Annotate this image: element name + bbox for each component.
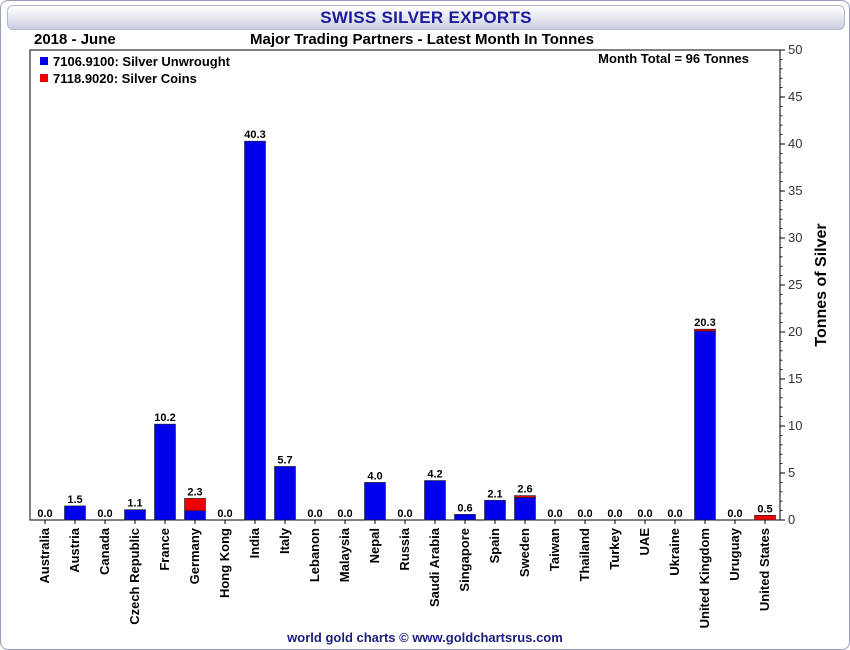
x-axis: Australia Austria Canada Czech Republic Fran…	[37, 520, 772, 628]
value-label-turkey: 0.0	[607, 508, 622, 520]
value-label-canada: 0.0	[97, 508, 112, 520]
bar-czech-republic-unwrought	[124, 509, 146, 521]
y-tick-label-40: 40	[788, 136, 802, 151]
chart-title: SWISS SILVER EXPORTS	[320, 8, 532, 27]
value-label-united-kingdom: 20.3	[694, 317, 715, 329]
x-tick-label-malaysia: Malaysia	[337, 527, 352, 582]
bar-austria-unwrought	[64, 505, 86, 521]
bar-nepal-unwrought	[364, 482, 386, 521]
x-tick-label-sweden: Sweden	[517, 528, 532, 577]
y-tick-label-45: 45	[788, 89, 802, 104]
x-tick-label-austria: Austria	[67, 527, 82, 573]
value-label-germany: 2.3	[187, 486, 202, 498]
legend-swatch-unwrought	[40, 57, 48, 65]
bar-spain-unwrought	[484, 499, 506, 521]
value-label-singapore: 0.6	[457, 502, 472, 514]
y-tick-label-5: 5	[788, 465, 795, 480]
y-tick-label-25: 25	[788, 277, 802, 292]
value-label-united-states: 0.5	[757, 503, 772, 515]
x-tick-label-singapore: Singapore	[457, 528, 472, 592]
y-axis: 0 5 10 15 20 25 30 35 40 45 50	[780, 42, 802, 527]
x-tick-label-united-kingdom: United Kingdom	[697, 528, 712, 628]
bar-sweden-coins	[514, 495, 536, 498]
y-tick-label-50: 50	[788, 42, 802, 57]
bar-united-kingdom-unwrought	[694, 330, 716, 521]
legend-swatch-coins	[40, 74, 48, 82]
value-label-india: 40.3	[244, 129, 265, 141]
bar-germany-coins	[184, 498, 206, 511]
month-total-annotation: Month Total = 96 Tonnes	[598, 51, 749, 66]
x-tick-label-hong-kong: Hong Kong	[217, 528, 232, 598]
bars-group	[64, 140, 776, 521]
value-label-austria: 1.5	[67, 494, 82, 506]
x-tick-label-france: France	[157, 528, 172, 571]
value-label-russia: 0.0	[397, 508, 412, 520]
y-tick-label-20: 20	[788, 324, 802, 339]
value-label-taiwan: 0.0	[547, 508, 562, 520]
footer-credit: world gold charts © www.goldchartsrus.co…	[287, 630, 563, 645]
x-tick-label-uruguay: Uruguay	[727, 527, 742, 581]
x-tick-label-germany: Germany	[187, 527, 202, 584]
y-tick-label-0: 0	[788, 512, 795, 527]
x-tick-label-italy: Italy	[277, 527, 292, 554]
chart-subtitle: Major Trading Partners - Latest Month In…	[250, 31, 594, 48]
x-tick-label-turkey: Turkey	[607, 527, 622, 569]
y-tick-label-35: 35	[788, 183, 802, 198]
value-label-ukraine: 0.0	[667, 508, 682, 520]
y-tick-label-30: 30	[788, 230, 802, 245]
x-tick-label-uae: UAE	[637, 528, 652, 556]
value-label-uae: 0.0	[637, 508, 652, 520]
bar-united-kingdom-coins	[694, 328, 716, 332]
value-label-czech-republic: 1.1	[127, 498, 142, 510]
x-tick-label-india: India	[247, 527, 262, 558]
bar-italy-unwrought	[274, 466, 296, 521]
x-tick-label-thailand: Thailand	[577, 528, 592, 582]
bar-france-unwrought	[154, 423, 176, 521]
value-label-saudi-arabia: 4.2	[427, 469, 442, 481]
x-tick-label-czech-republic: Czech Republic	[127, 528, 142, 625]
x-tick-label-united-states: United States	[757, 528, 772, 611]
value-label-france: 10.2	[154, 412, 175, 424]
y-axis-label: Tonnes of Silver	[813, 223, 830, 346]
bar-sweden-unwrought	[514, 497, 536, 521]
value-labels-group: 0.0 1.5 0.0 1.1 10.2 2.3 0.0 40.3 5.7 0.0 0.0 4.0 0.…	[37, 129, 772, 520]
x-tick-label-nepal: Nepal	[367, 528, 382, 563]
period-label: 2018 - June	[34, 31, 116, 48]
x-tick-label-lebanon: Lebanon	[307, 528, 322, 582]
x-tick-label-taiwan: Taiwan	[547, 528, 562, 571]
value-label-malaysia: 0.0	[337, 508, 352, 520]
x-tick-label-ukraine: Ukraine	[667, 528, 682, 576]
y-tick-label-15: 15	[788, 371, 802, 386]
x-tick-label-australia: Australia	[37, 527, 52, 583]
bar-united-states-coins	[754, 514, 776, 521]
bar-saudi-arabia-unwrought	[424, 480, 446, 521]
x-tick-label-spain: Spain	[487, 528, 502, 563]
x-tick-label-canada: Canada	[97, 527, 112, 575]
legend: 7106.9100: Silver Unwrought 7118.9020: S…	[40, 54, 231, 86]
plot-area	[29, 49, 781, 521]
x-tick-label-saudi-arabia: Saudi Arabia	[427, 527, 442, 607]
value-label-thailand: 0.0	[577, 508, 592, 520]
bar-germany-unwrought	[184, 510, 206, 521]
value-label-lebanon: 0.0	[307, 508, 322, 520]
bar-india-unwrought	[244, 140, 266, 521]
x-tick-label-russia: Russia	[397, 527, 412, 570]
value-label-italy: 5.7	[277, 454, 292, 466]
value-label-uruguay: 0.0	[727, 508, 742, 520]
y-tick-label-10: 10	[788, 418, 802, 433]
title-bar: SWISS SILVER EXPORTS	[7, 5, 845, 30]
legend-label-coins: 7118.9020: Silver Coins	[53, 71, 197, 86]
value-label-australia: 0.0	[37, 508, 52, 520]
value-label-hong-kong: 0.0	[217, 508, 232, 520]
bar-singapore-unwrought	[454, 514, 476, 521]
value-label-spain: 2.1	[487, 488, 502, 500]
value-label-nepal: 4.0	[367, 470, 382, 482]
legend-label-unwrought: 7106.9100: Silver Unwrought	[53, 54, 231, 69]
value-label-sweden: 2.6	[517, 484, 532, 496]
